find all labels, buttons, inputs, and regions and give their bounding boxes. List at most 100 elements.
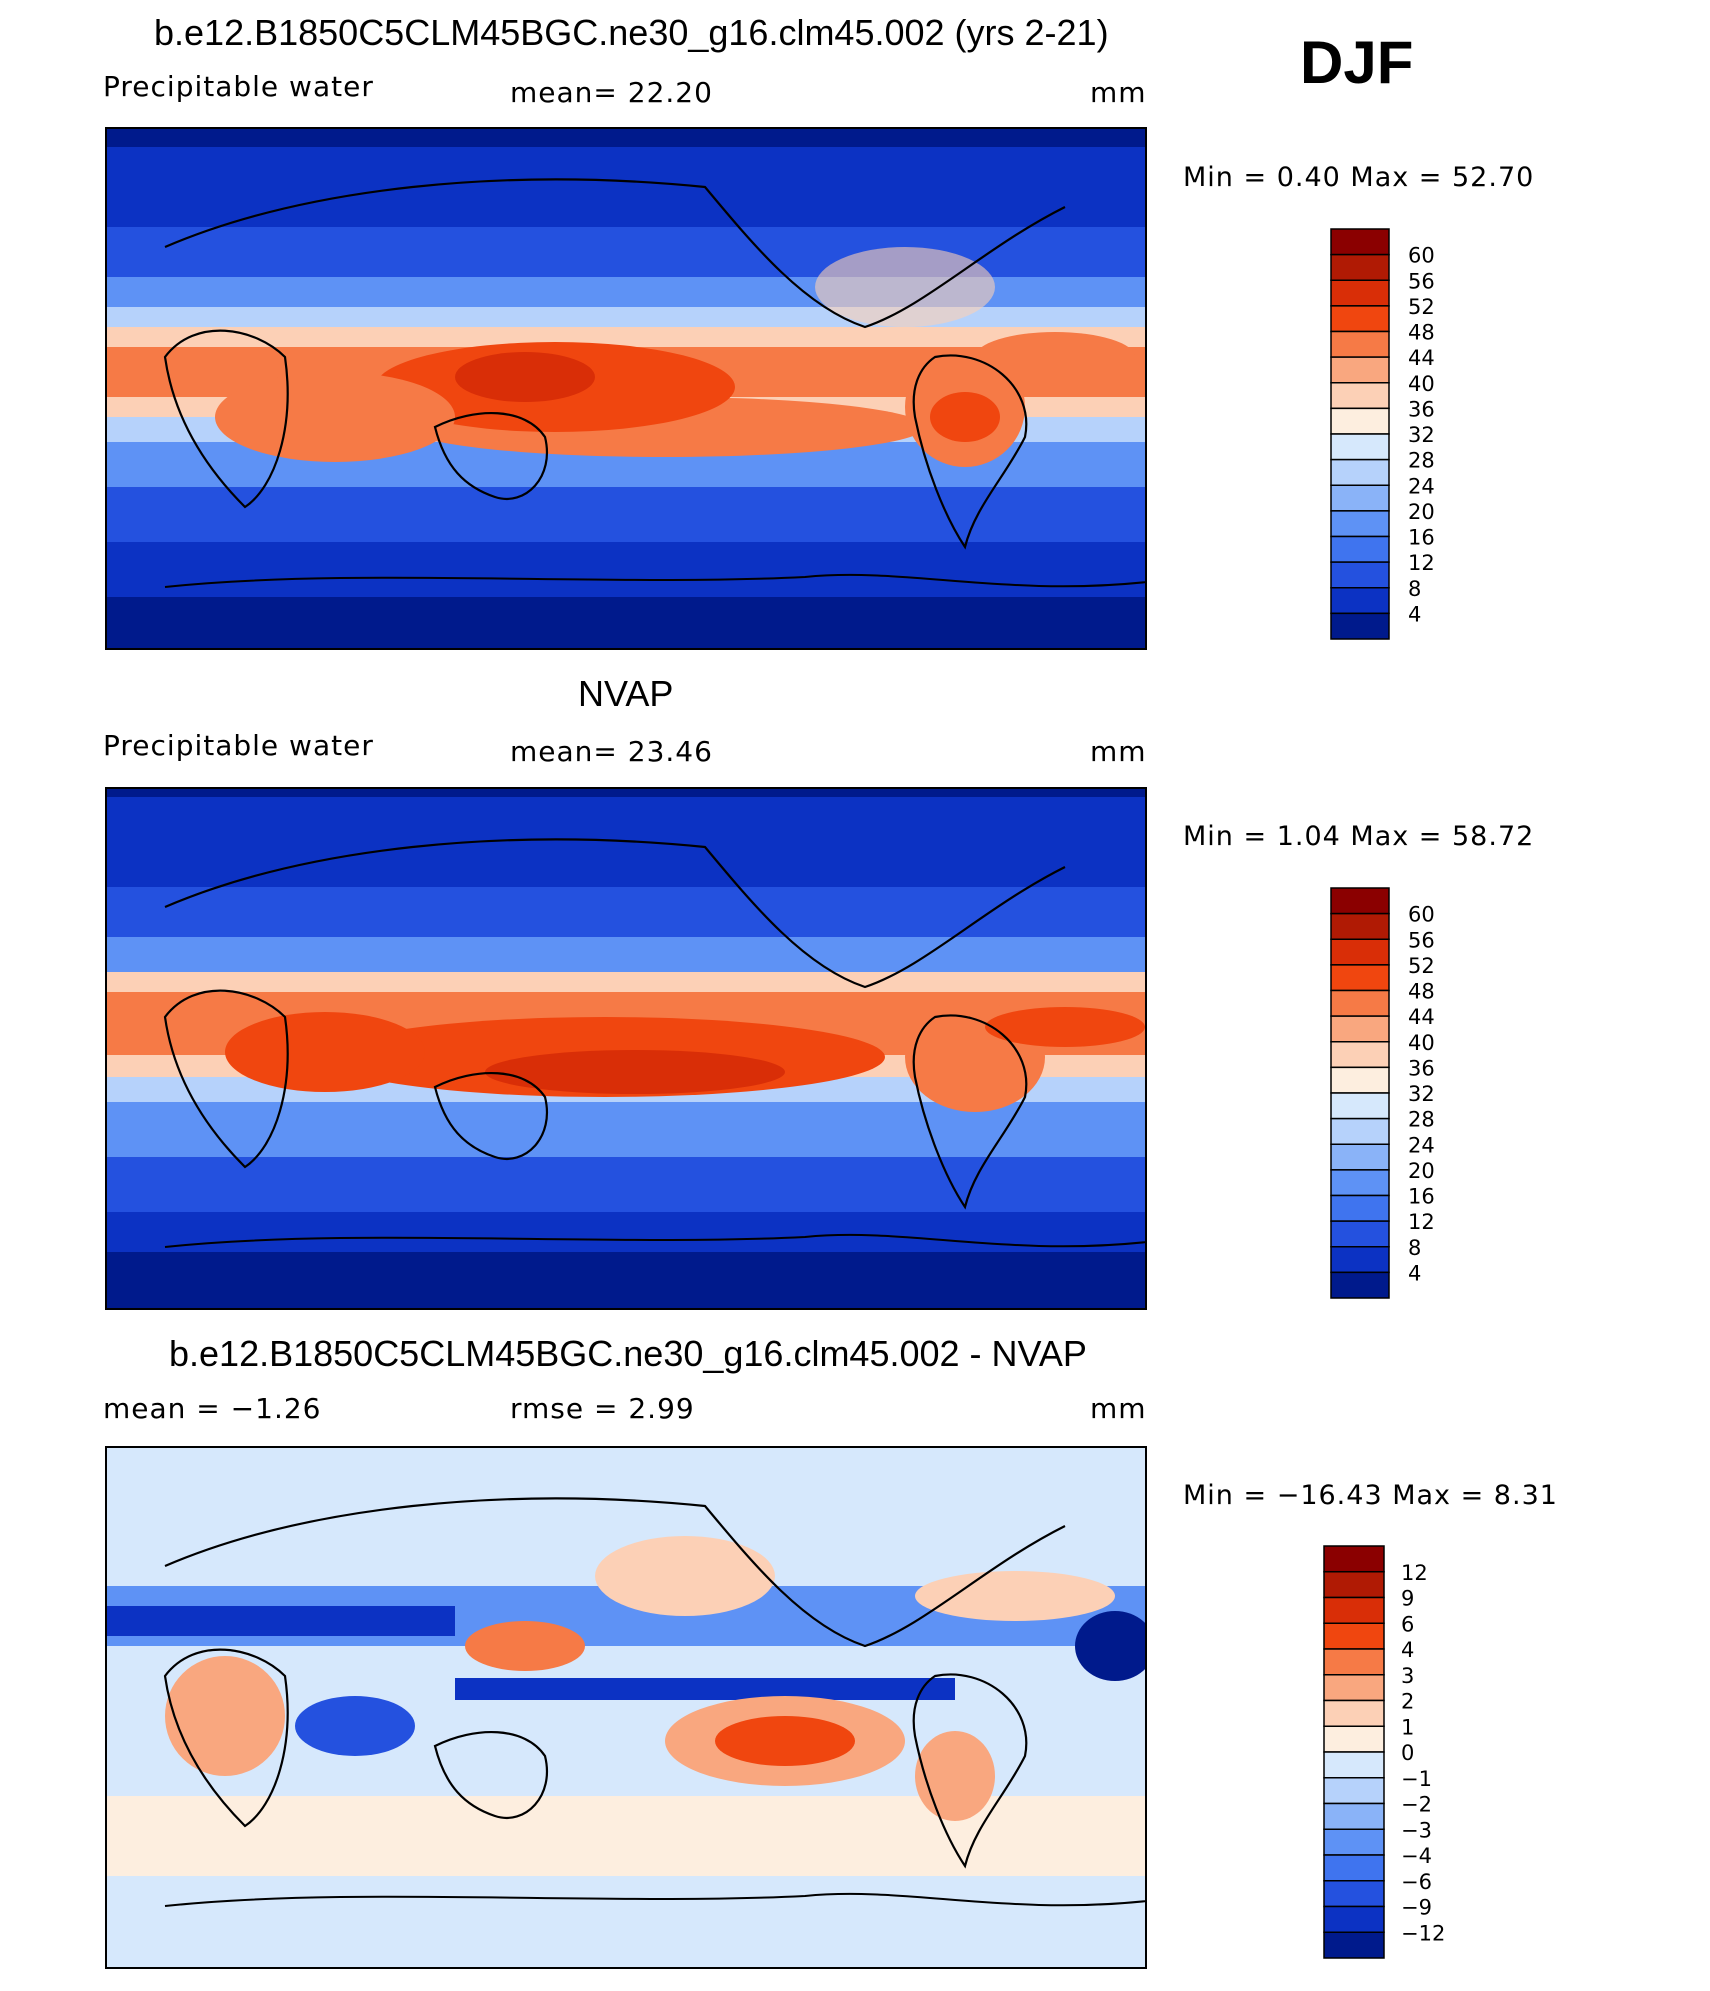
colorbar-swatch	[1330, 1015, 1390, 1043]
colorbar-swatch	[1330, 887, 1390, 915]
panel-3-map	[105, 1446, 1147, 1969]
colorbar-swatch	[1323, 1880, 1385, 1908]
colorbar-tick-label: −4	[1401, 1844, 1432, 1868]
colorbar-tick-label: 6	[1401, 1612, 1414, 1636]
colorbar-swatch	[1330, 1092, 1390, 1120]
colorbar-tick-label: 2	[1401, 1690, 1414, 1714]
colorbar-tick-label: 52	[1408, 295, 1435, 319]
colorbar-swatch	[1330, 1194, 1390, 1222]
colorbar-tick-label: −12	[1401, 1921, 1445, 1945]
colorbar-swatch	[1330, 484, 1390, 512]
colorbar-tick-label: 16	[1408, 526, 1435, 550]
colorbar-swatch	[1330, 382, 1390, 410]
colorbar-swatch	[1323, 1674, 1385, 1702]
panel-2-variable-label: Precipitable water	[103, 729, 374, 762]
panel-2-mean-label: mean= 23.46	[510, 735, 713, 768]
colorbar-tick-label: 9	[1401, 1587, 1414, 1611]
colorbar-tick-label: 12	[1408, 551, 1435, 575]
colorbar-swatch	[1330, 356, 1390, 384]
colorbar-tick-label: −3	[1401, 1818, 1432, 1842]
panel-3-minmax: Min = −16.43 Max = 8.31	[1183, 1480, 1558, 1511]
panel-1-minmax: Min = 0.40 Max = 52.70	[1183, 162, 1535, 193]
colorbar-swatch	[1323, 1725, 1385, 1753]
panel-3-rmse-label: rmse = 2.99	[510, 1392, 695, 1425]
colorbar-tick-label: 32	[1408, 1082, 1435, 1106]
panel-1-title: b.e12.B1850C5CLM45BGC.ne30_g16.clm45.002…	[154, 12, 1109, 53]
colorbar-swatch	[1330, 1246, 1390, 1274]
panel-3-mean-label: mean = −1.26	[103, 1392, 322, 1425]
colorbar-swatch	[1323, 1596, 1385, 1624]
colorbar-swatch	[1330, 1041, 1390, 1069]
colorbar-swatch	[1330, 1117, 1390, 1145]
colorbar-tick-label: 4	[1408, 602, 1421, 626]
colorbar-swatch	[1323, 1854, 1385, 1882]
panel-1-mean-label: mean= 22.20	[510, 76, 713, 109]
colorbar-swatch	[1330, 1169, 1390, 1197]
colorbar-swatch	[1330, 510, 1390, 538]
colorbar-tick-label: 36	[1408, 1056, 1435, 1080]
colorbar-tick-label: 8	[1408, 577, 1421, 601]
panel-2-map	[105, 787, 1147, 1310]
colorbar-swatch	[1330, 938, 1390, 966]
colorbar-tick-label: −6	[1401, 1870, 1432, 1894]
colorbar-tick-label: 24	[1408, 1133, 1435, 1157]
colorbar-tick-label: 36	[1408, 397, 1435, 421]
colorbar-swatch	[1330, 253, 1390, 281]
panel-1-variable-label: Precipitable water	[103, 70, 374, 103]
colorbar-tick-label: 32	[1408, 423, 1435, 447]
colorbar-swatch	[1323, 1802, 1385, 1830]
colorbar-swatch	[1330, 433, 1390, 461]
colorbar-swatch	[1330, 1220, 1390, 1248]
panel-1-colorbar-swatches	[1330, 228, 1390, 640]
colorbar-swatch	[1323, 1828, 1385, 1856]
colorbar-swatch	[1323, 1622, 1385, 1650]
colorbar-tick-label: 4	[1408, 1261, 1421, 1285]
colorbar-tick-label: 12	[1401, 1561, 1428, 1585]
colorbar-swatch	[1323, 1545, 1385, 1573]
colorbar-tick-label: 28	[1408, 449, 1435, 473]
colorbar-swatch	[1330, 964, 1390, 992]
colorbar-swatch	[1323, 1931, 1385, 1959]
colorbar-swatch	[1330, 330, 1390, 358]
colorbar-tick-label: 1	[1401, 1715, 1414, 1739]
colorbar-tick-label: 52	[1408, 954, 1435, 978]
panel-2-units: mm	[1090, 735, 1147, 768]
panel-1-units: mm	[1090, 76, 1147, 109]
colorbar-tick-label: 3	[1401, 1664, 1414, 1688]
panel-3-colorbar-swatches	[1323, 1545, 1385, 1959]
panel-2-minmax: Min = 1.04 Max = 58.72	[1183, 821, 1535, 852]
colorbar-swatch	[1330, 912, 1390, 940]
colorbar-swatch	[1323, 1777, 1385, 1805]
colorbar-swatch	[1330, 612, 1390, 640]
colorbar-swatch	[1323, 1648, 1385, 1676]
colorbar-swatch	[1330, 228, 1390, 256]
colorbar-tick-label: 44	[1408, 1005, 1435, 1029]
colorbar-swatch	[1330, 535, 1390, 563]
colorbar-tick-label: 40	[1408, 1031, 1435, 1055]
colorbar-swatch	[1330, 1143, 1390, 1171]
colorbar-swatch	[1330, 458, 1390, 486]
colorbar-tick-label: 56	[1408, 269, 1435, 293]
colorbar-tick-label: 20	[1408, 1159, 1435, 1183]
panel-3-units: mm	[1090, 1392, 1147, 1425]
colorbar-tick-label: −9	[1401, 1896, 1432, 1920]
panel-3-title: b.e12.B1850C5CLM45BGC.ne30_g16.clm45.002…	[169, 1333, 1087, 1374]
colorbar-swatch	[1330, 407, 1390, 435]
colorbar-tick-label: 56	[1408, 928, 1435, 952]
colorbar-tick-label: 48	[1408, 321, 1435, 345]
colorbar-tick-label: −2	[1401, 1793, 1432, 1817]
colorbar-swatch	[1330, 1271, 1390, 1299]
colorbar-tick-label: 8	[1408, 1236, 1421, 1260]
colorbar-tick-label: 16	[1408, 1185, 1435, 1209]
colorbar-tick-label: −1	[1401, 1767, 1432, 1791]
panel-2-title: NVAP	[578, 673, 674, 714]
colorbar-swatch	[1330, 279, 1390, 307]
colorbar-tick-label: 24	[1408, 474, 1435, 498]
colorbar-swatch	[1330, 989, 1390, 1017]
